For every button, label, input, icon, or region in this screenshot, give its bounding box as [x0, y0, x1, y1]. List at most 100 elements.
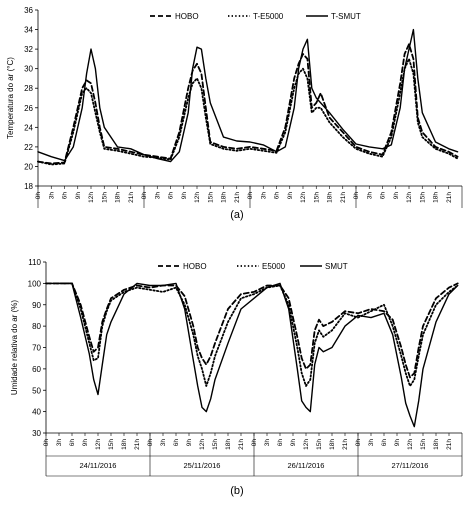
y-tick-label: 100	[28, 279, 42, 288]
y-tick-label: 32	[24, 45, 33, 54]
y-tick-label: 50	[32, 386, 41, 395]
x-tick-label: 12h	[194, 192, 201, 203]
panel-label: (b)	[230, 485, 243, 497]
x-tick-label: 12h	[303, 439, 310, 450]
y-tick-label: 26	[24, 104, 33, 113]
x-tick-label: 9h	[287, 192, 294, 200]
x-tick-label: 9h	[290, 439, 297, 447]
series-line-hobo	[37, 43, 459, 165]
y-tick-label: 110	[28, 258, 41, 267]
x-tick-label: 3h	[264, 439, 271, 447]
x-tick-label: 0h	[141, 192, 148, 200]
x-tick-label: 18h	[327, 192, 334, 203]
x-tick-label: 15h	[419, 192, 426, 203]
series-line-e5000	[45, 282, 459, 387]
legend-label: HOBO	[175, 12, 199, 21]
day-label: 26/11/2016	[288, 461, 325, 470]
y-tick-label: 30	[24, 65, 33, 74]
x-tick-label: 3h	[48, 192, 55, 200]
x-tick-label: 3h	[154, 192, 161, 200]
x-tick-label: 21h	[446, 192, 453, 203]
legend-label: E5000	[262, 262, 286, 271]
chart-b: 30 40 50 60 70 80 90 100 110 0h 3h 6h 9h 12h 15h 18h 21h…	[10, 258, 463, 497]
y-tick-label: 70	[32, 344, 41, 353]
y-tick-label: 18	[24, 182, 33, 191]
series-line-t-e5000	[37, 58, 459, 166]
x-tick-label: 15h	[207, 192, 214, 203]
x-tick-label: 12h	[199, 439, 206, 450]
x-tick-label: 12h	[95, 439, 102, 450]
y-tick-label: 30	[32, 429, 41, 438]
x-tick-label: 0h	[251, 439, 258, 447]
x-tick-label: 18h	[115, 192, 122, 203]
x-tick-label: 18h	[433, 192, 440, 203]
x-tick-label: 6h	[380, 192, 387, 200]
x-tick-label: 3h	[368, 439, 375, 447]
chart-a: 18 20 22 24 26 28 30 32 34 36 0h 3h 6h 9h 12h 15h 18h 21h…	[6, 6, 463, 221]
x-tick-label: 12h	[406, 192, 413, 203]
x-tick-label: 0h	[353, 192, 360, 200]
y-axis-title: Umidade relativa do ar (%)	[10, 300, 19, 395]
y-tick-label: 40	[32, 408, 41, 417]
x-tick-label: 21h	[446, 439, 453, 450]
day-label: 27/11/2016	[392, 461, 429, 470]
series-line-t-smut	[37, 28, 459, 163]
x-tick-label: 3h	[56, 439, 63, 447]
legend-label: T-SMUT	[331, 12, 361, 21]
x-tick-label: 18h	[225, 439, 232, 450]
series-line-smut	[45, 282, 459, 428]
x-tick-label: 15h	[316, 439, 323, 450]
x-tick-label: 15h	[212, 439, 219, 450]
day-label: 25/11/2016	[184, 461, 221, 470]
y-tick-label: 36	[24, 6, 33, 15]
x-tick-label: 0h	[355, 439, 362, 447]
x-tick-label: 3h	[160, 439, 167, 447]
x-tick-label: 12h	[300, 192, 307, 203]
legend-label: T-E5000	[253, 12, 284, 21]
x-tick-label: 6h	[62, 192, 69, 200]
y-tick-label: 22	[24, 143, 33, 152]
x-tick-label: 21h	[134, 439, 141, 450]
x-tick-label: 6h	[381, 439, 388, 447]
x-tick-label: 9h	[75, 192, 82, 200]
x-tick-label: 3h	[366, 192, 373, 200]
x-tick-label: 15h	[101, 192, 108, 203]
x-tick-label: 12h	[407, 439, 414, 450]
x-tick-label: 0h	[247, 192, 254, 200]
panel-label: (a)	[230, 209, 243, 221]
x-tick-label: 6h	[173, 439, 180, 447]
x-tick-label: 6h	[277, 439, 284, 447]
y-tick-label: 24	[24, 123, 33, 132]
day-label: 24/11/2016	[80, 461, 117, 470]
y-tick-label: 28	[24, 84, 33, 93]
x-tick-label: 0h	[35, 192, 42, 200]
x-tick-label: 18h	[329, 439, 336, 450]
x-tick-label: 15h	[108, 439, 115, 450]
x-tick-label: 0h	[147, 439, 154, 447]
x-tick-label: 21h	[128, 192, 135, 203]
x-tick-label: 9h	[393, 192, 400, 200]
x-tick-label: 6h	[168, 192, 175, 200]
x-tick-label: 15h	[313, 192, 320, 203]
y-tick-label: 34	[24, 26, 33, 35]
x-tick-label: 6h	[274, 192, 281, 200]
x-tick-label: 9h	[82, 439, 89, 447]
x-tick-label: 21h	[238, 439, 245, 450]
x-tick-label: 21h	[234, 192, 241, 203]
legend-label: HOBO	[183, 262, 207, 271]
x-tick-label: 18h	[221, 192, 228, 203]
x-tick-label: 18h	[433, 439, 440, 450]
x-tick-label: 9h	[186, 439, 193, 447]
x-tick-label: 12h	[88, 192, 95, 203]
x-tick-label: 3h	[260, 192, 267, 200]
x-tick-label: 15h	[420, 439, 427, 450]
x-tick-label: 21h	[340, 192, 347, 203]
y-axis-title: Temperatura do ar (°C)	[6, 57, 15, 139]
x-tick-label: 9h	[394, 439, 401, 447]
y-tick-label: 80	[32, 322, 41, 331]
y-tick-label: 90	[32, 301, 41, 310]
x-tick-label: 21h	[342, 439, 349, 450]
x-tick-label: 0h	[43, 439, 50, 447]
x-tick-label: 6h	[69, 439, 76, 447]
